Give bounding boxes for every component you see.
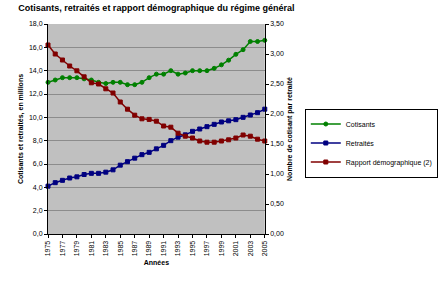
svg-text:14,0: 14,0 [29, 67, 43, 74]
svg-text:1993: 1993 [174, 241, 181, 257]
svg-text:3,50: 3,50 [270, 20, 284, 27]
svg-text:1987: 1987 [131, 241, 138, 257]
svg-text:2003: 2003 [247, 241, 254, 257]
svg-text:6,0: 6,0 [33, 160, 43, 167]
svg-text:Années: Années [144, 259, 169, 266]
svg-text:10,0: 10,0 [29, 114, 43, 121]
svg-text:1,50: 1,50 [270, 140, 284, 147]
svg-text:1,00: 1,00 [270, 170, 284, 177]
svg-text:Retraités: Retraités [346, 140, 375, 147]
svg-text:2,50: 2,50 [270, 80, 284, 87]
svg-text:1991: 1991 [160, 241, 167, 257]
svg-text:Nombre de cotisant par retrait: Nombre de cotisant par retraité [286, 77, 294, 181]
svg-text:3,00: 3,00 [270, 50, 284, 57]
svg-text:Cotisants et retraités, en mil: Cotisants et retraités, en millions [17, 74, 25, 184]
svg-text:4,0: 4,0 [33, 184, 43, 191]
svg-text:Cotisants: Cotisants [346, 121, 376, 128]
svg-text:1999: 1999 [218, 241, 225, 257]
svg-text:2001: 2001 [232, 241, 239, 257]
svg-text:18,0: 18,0 [29, 20, 43, 27]
svg-text:2,00: 2,00 [270, 110, 284, 117]
svg-text:0,50: 0,50 [270, 200, 284, 207]
svg-text:1985: 1985 [117, 241, 124, 257]
svg-text:Rapport démographique (2): Rapport démographique (2) [346, 159, 432, 167]
svg-text:1981: 1981 [88, 241, 95, 257]
svg-text:16,0: 16,0 [29, 44, 43, 51]
svg-text:0,0: 0,0 [33, 230, 43, 237]
svg-text:2,0: 2,0 [33, 207, 43, 214]
svg-text:0,00: 0,00 [270, 230, 284, 237]
svg-text:1989: 1989 [145, 241, 152, 257]
svg-text:1979: 1979 [73, 241, 80, 257]
svg-text:1983: 1983 [102, 241, 109, 257]
svg-text:2005: 2005 [261, 241, 268, 257]
svg-text:1977: 1977 [59, 241, 66, 257]
svg-text:1995: 1995 [189, 241, 196, 257]
svg-text:1975: 1975 [44, 241, 51, 257]
svg-text:12,0: 12,0 [29, 90, 43, 97]
svg-text:8,0: 8,0 [33, 137, 43, 144]
svg-text:1997: 1997 [203, 241, 210, 257]
svg-text:Cotisants, retraités et rappor: Cotisants, retraités et rapport démograp… [18, 3, 294, 13]
